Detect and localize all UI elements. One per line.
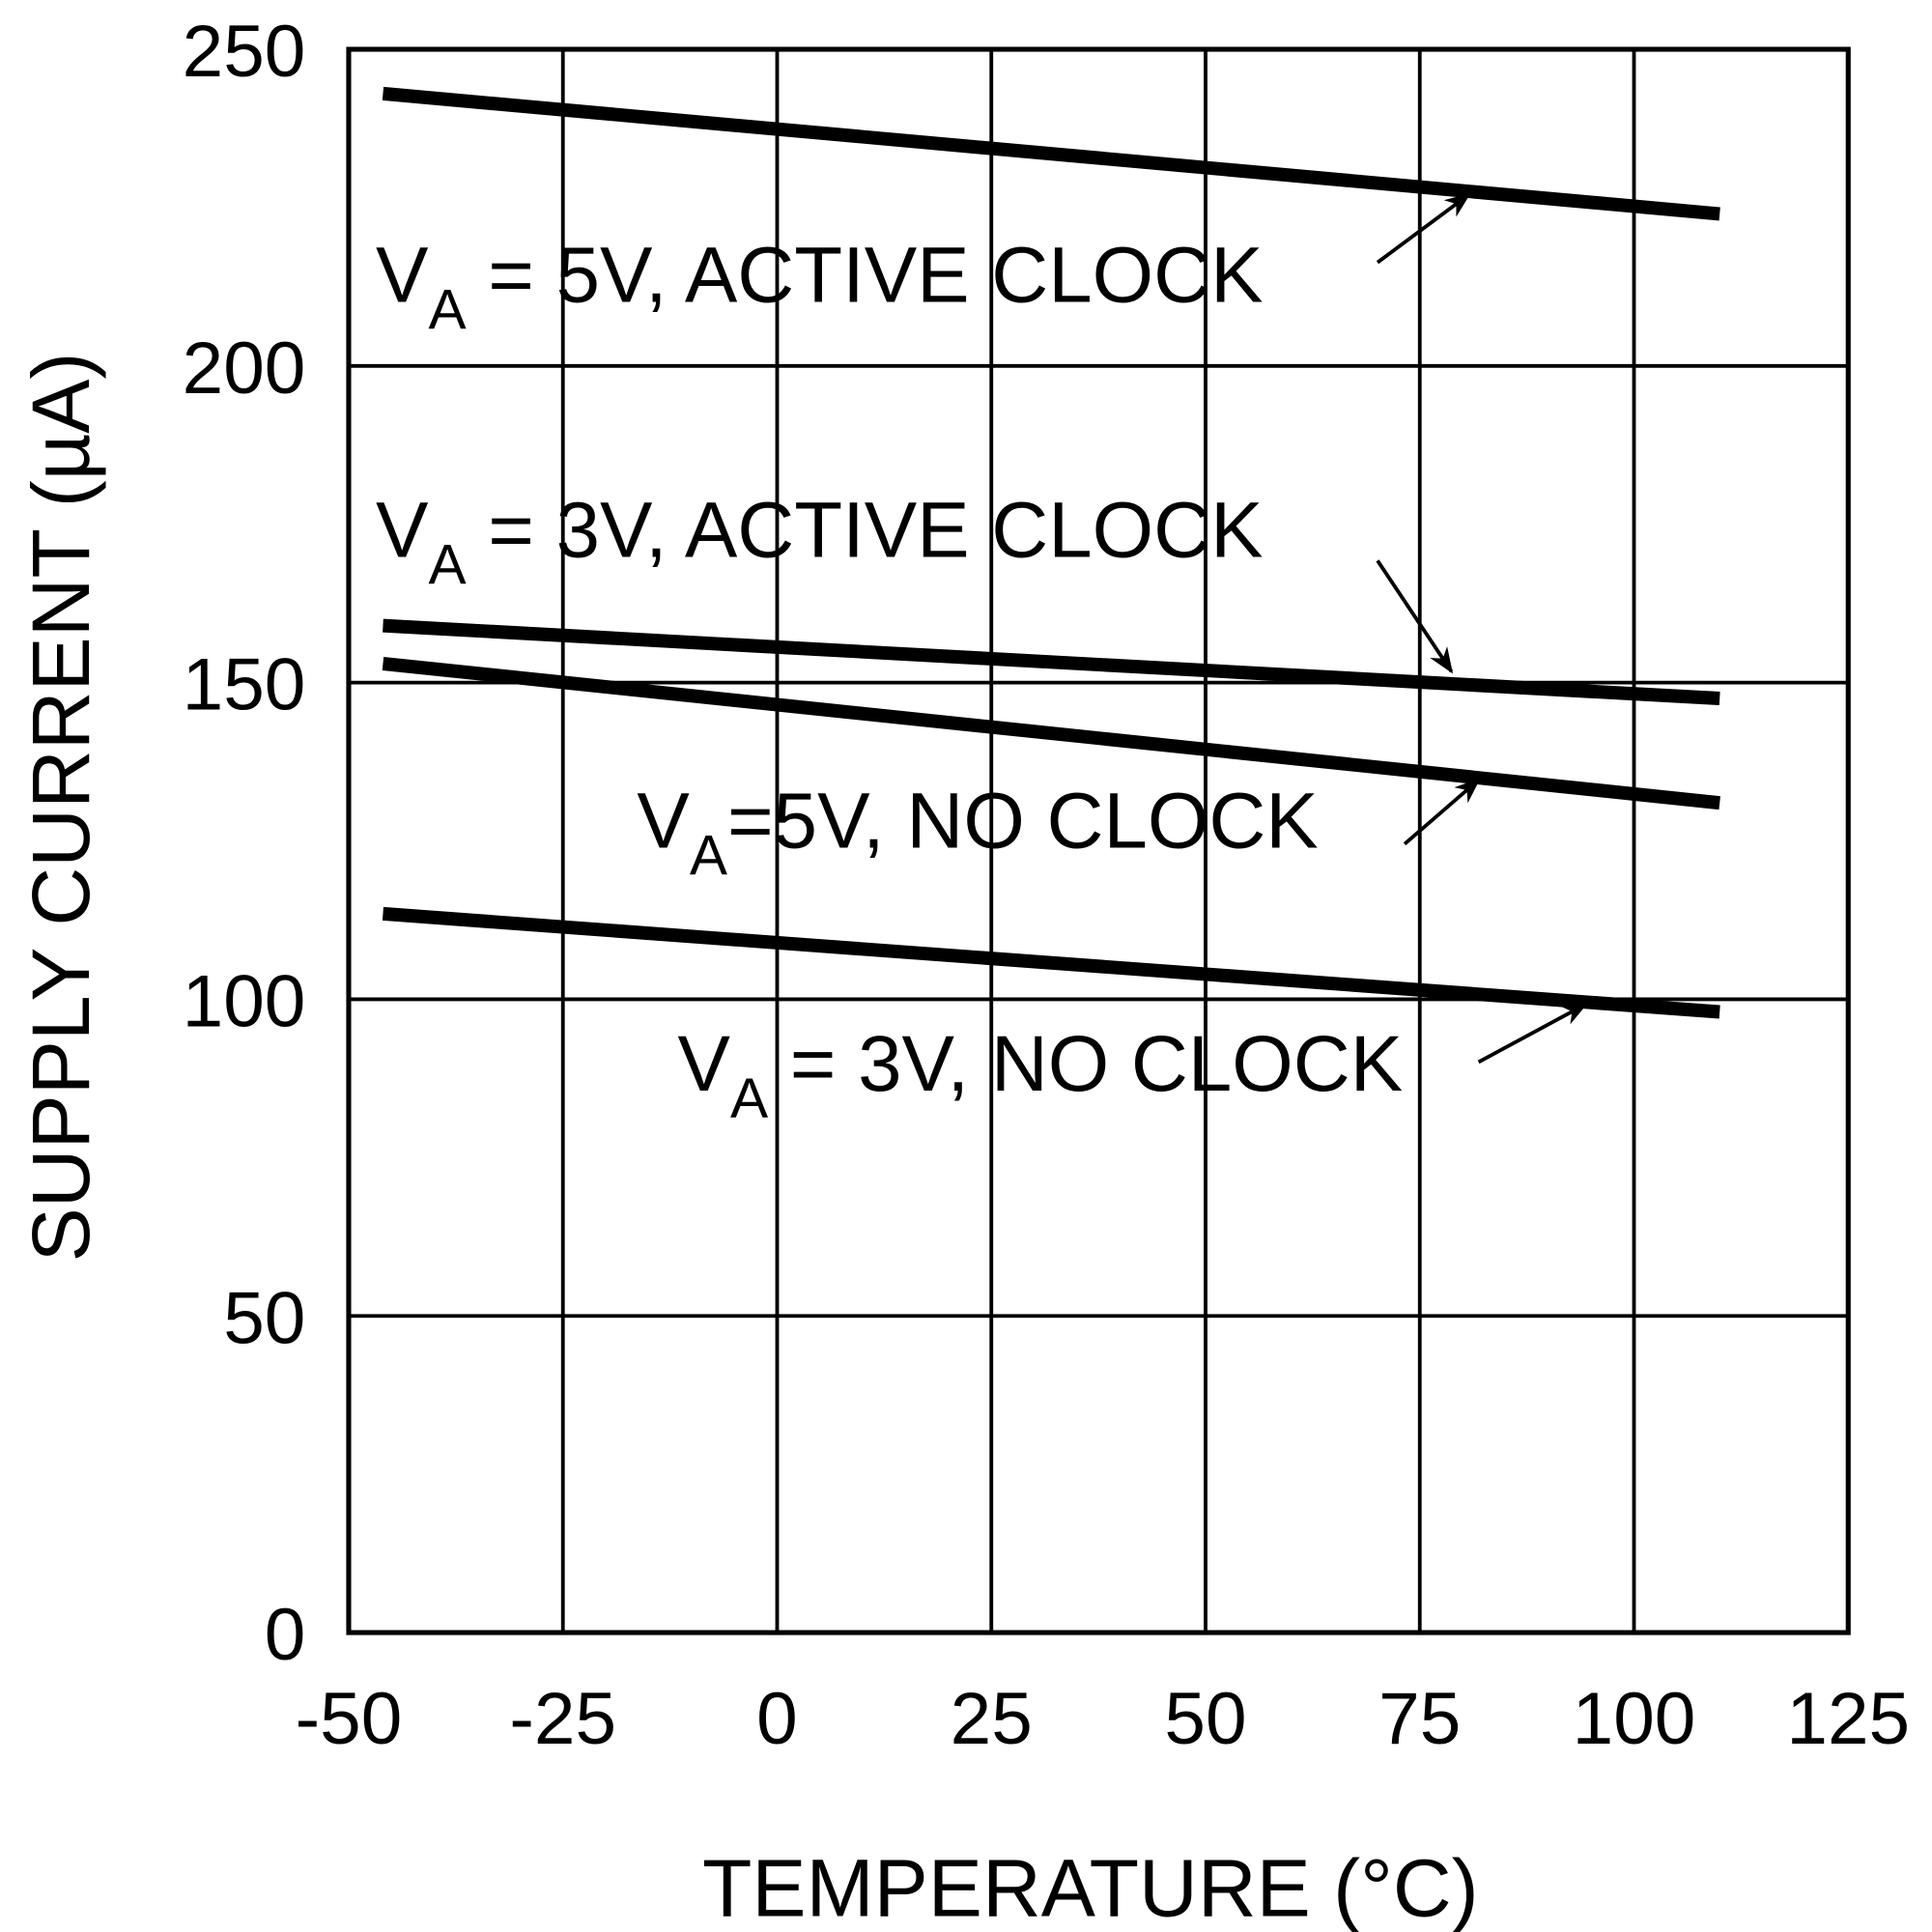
y-tick-label: 100: [183, 961, 306, 1043]
series-line-2: [382, 656, 1720, 810]
series-label-1: VA = 3V, ACTIVE CLOCK: [376, 487, 1264, 597]
plot-frame: [346, 46, 1851, 1635]
x-tick-label: -50: [296, 1678, 403, 1760]
y-tick-label: 250: [183, 11, 306, 93]
x-tick-label: 50: [1164, 1678, 1246, 1760]
x-tick-label: -25: [509, 1678, 616, 1760]
y-tick-label: 200: [183, 327, 306, 410]
x-tick-label: 75: [1378, 1678, 1461, 1760]
annotation-arrow-2: [1403, 778, 1481, 846]
series-line-0: [382, 86, 1720, 221]
x-axis-title: TEMPERATURE (°C): [702, 1842, 1479, 1932]
x-tick-label: 25: [951, 1678, 1033, 1760]
x-tick-label: 100: [1573, 1678, 1696, 1760]
tick-labels: -50 -25 0 25 50 75 100 125 0 50 100 150 200 250: [183, 11, 1910, 1760]
y-axis-title: SUPPLY CURRENT (µA): [15, 353, 106, 1263]
x-tick-label: 125: [1786, 1678, 1910, 1760]
series-line-1: [383, 618, 1720, 706]
series-label-2: VA=5V, NO CLOCK: [637, 778, 1318, 888]
annotation-arrow-3: [1477, 1002, 1588, 1065]
series-line-3: [382, 906, 1720, 1019]
series-label-3: VA = 3V, NO CLOCK: [678, 1020, 1404, 1130]
y-tick-label: 150: [183, 644, 306, 726]
y-tick-label: 0: [265, 1594, 306, 1676]
annotations: VA = 5V, ACTIVE CLOCK VA = 3V, ACTIVE CLO…: [376, 192, 1588, 1130]
series-label-0: VA = 5V, ACTIVE CLOCK: [376, 231, 1264, 341]
annotation-arrow-1: [1376, 559, 1454, 674]
y-tick-label: 50: [223, 1277, 305, 1359]
series-lines: [382, 86, 1720, 1019]
x-tick-label: 0: [756, 1678, 798, 1760]
annotation-arrow-0: [1376, 192, 1471, 265]
